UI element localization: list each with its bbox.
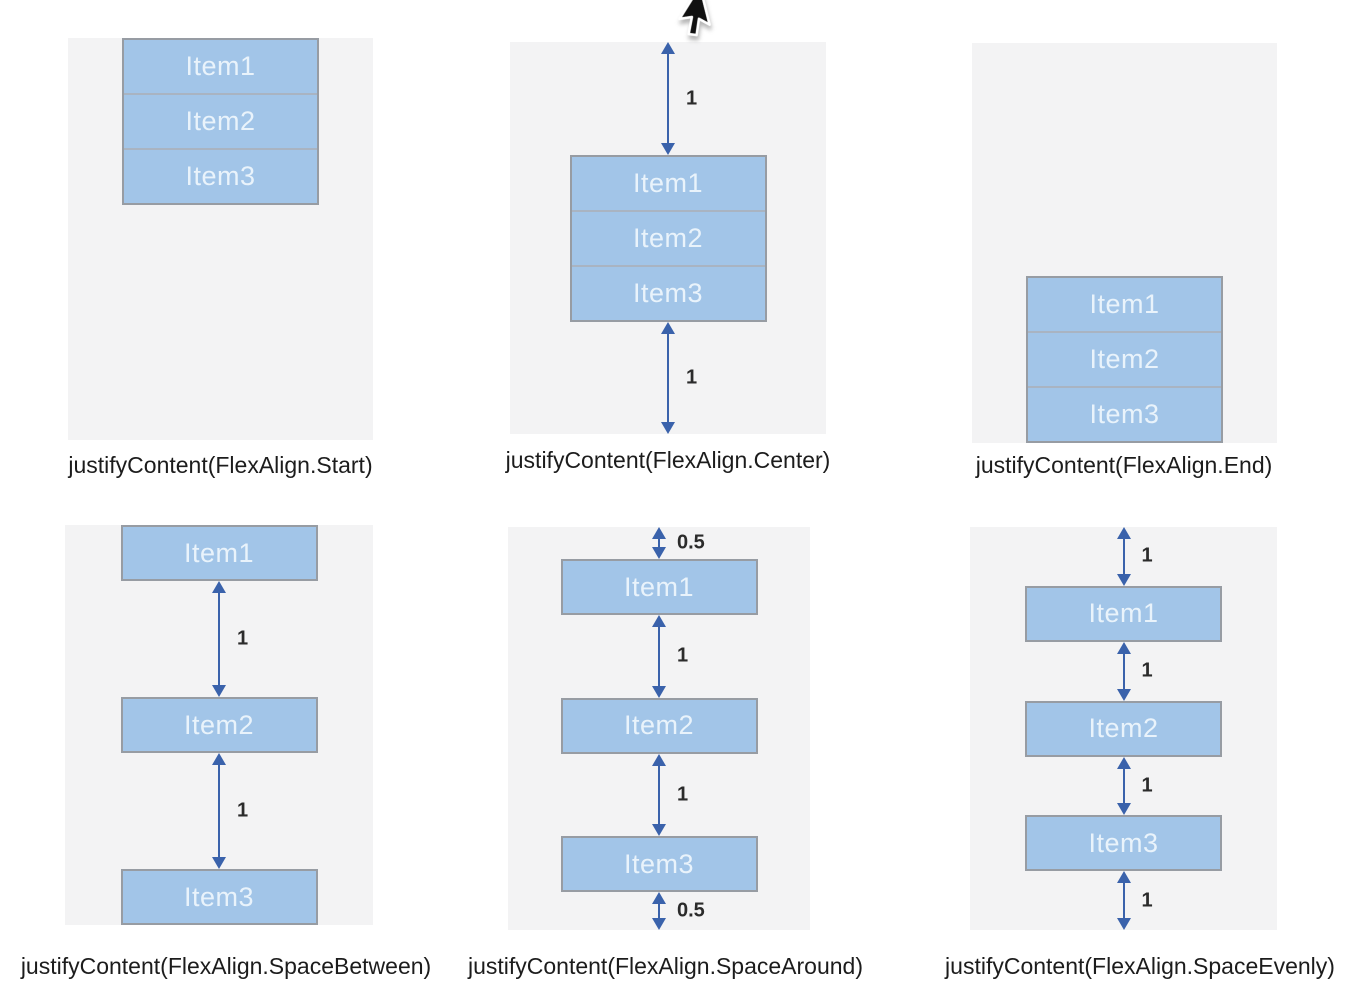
vertical-double-arrow-icon: [652, 892, 666, 930]
caption-flexalign-spaceevenly: justifyContent(FlexAlign.SpaceEvenly): [945, 953, 1335, 979]
vertical-double-arrow-icon: [1116, 871, 1131, 930]
panel-flexalign-start: Item1 Item2 Item3: [68, 38, 373, 440]
flex-item: Item1: [185, 51, 256, 81]
spacing-gap: 1: [970, 527, 1277, 586]
flex-item: Item1: [120, 525, 318, 581]
spacing-gap: 1: [510, 322, 826, 434]
flex-item: Item3: [571, 265, 765, 320]
flex-item: Item2: [1028, 331, 1221, 386]
panel-flexalign-spacearound: 0.5 Item1 1 Item2 1 Item3 0.5: [508, 527, 810, 930]
flex-item: Item3: [1025, 815, 1222, 872]
flex-item: Item3: [1028, 386, 1221, 441]
gap-value: 1: [1141, 544, 1153, 567]
flex-item: Item3: [120, 869, 318, 925]
gap-value: 1: [686, 366, 698, 389]
gap-value: 1: [1141, 889, 1153, 912]
panel-flexalign-spaceevenly: 1 Item1 1 Item2 1 Item3 1: [970, 527, 1277, 930]
gap-value: 1: [1141, 774, 1153, 797]
vertical-double-arrow-icon: [661, 322, 675, 434]
caption-flexalign-end: justifyContent(FlexAlign.End): [975, 452, 1273, 478]
spacing-gap: 1: [508, 753, 810, 836]
spacing-gap: 1: [508, 615, 810, 698]
gap-value: 1: [677, 783, 689, 806]
mouse-cursor-icon: [678, 0, 711, 37]
flex-item: Item1: [1089, 289, 1160, 319]
caption-flexalign-center: justifyContent(FlexAlign.Center): [505, 447, 831, 473]
vertical-double-arrow-icon: [212, 753, 226, 869]
spacing-gap: 1: [510, 42, 826, 155]
spacing-gap: 1: [65, 753, 373, 869]
flex-item: Item3: [124, 148, 317, 203]
vertical-double-arrow-icon: [652, 615, 666, 698]
flex-item: Item2: [560, 697, 758, 754]
vertical-double-arrow-icon: [1116, 641, 1131, 701]
flex-item: Item1: [632, 168, 704, 198]
gap-value: 1: [1141, 659, 1153, 682]
spacing-gap: 1: [970, 871, 1277, 930]
panel-flexalign-center: 1 Item1 Item2 Item3 1: [510, 42, 826, 434]
caption-flexalign-spacebetween: justifyContent(FlexAlign.SpaceBetween): [20, 953, 432, 979]
gap-value: 1: [237, 627, 249, 650]
flex-item: Item2: [1025, 700, 1222, 757]
spacing-gap: 1: [970, 756, 1277, 816]
flex-item: Item3: [560, 836, 758, 892]
caption-flexalign-start: justifyContent(FlexAlign.Start): [68, 452, 373, 478]
gap-value: 1: [677, 644, 689, 667]
flex-item-stack: Item1 Item2 Item3: [569, 155, 767, 322]
vertical-double-arrow-icon: [652, 753, 666, 836]
flex-item: Item2: [571, 210, 765, 265]
vertical-double-arrow-icon: [1116, 756, 1131, 816]
gap-value: 1: [237, 799, 249, 822]
flex-item: Item2: [124, 93, 317, 148]
spacing-gap: 0.5: [508, 892, 810, 930]
spacing-gap: 1: [65, 581, 373, 697]
flex-item: Item1: [560, 559, 758, 615]
flex-item-stack: Item1 Item2 Item3: [1026, 276, 1223, 443]
flex-item-stack: Item1 Item2 Item3: [122, 38, 319, 205]
flex-item: Item2: [120, 697, 318, 753]
gap-value: 0.5: [677, 531, 705, 554]
vertical-double-arrow-icon: [652, 527, 666, 559]
caption-flexalign-spacearound: justifyContent(FlexAlign.SpaceAround): [467, 953, 864, 979]
vertical-double-arrow-icon: [212, 581, 226, 697]
spacing-gap: 0.5: [508, 527, 810, 559]
vertical-double-arrow-icon: [661, 42, 675, 155]
flex-item: Item1: [1025, 585, 1222, 642]
panel-flexalign-end: Item1 Item2 Item3: [972, 43, 1277, 443]
gap-value: 1: [686, 87, 698, 109]
gap-value: 0.5: [677, 899, 705, 922]
vertical-double-arrow-icon: [1116, 527, 1131, 586]
panel-flexalign-spacebetween: Item1 1 Item2 1 Item3: [65, 525, 373, 925]
spacing-gap: 1: [970, 641, 1277, 701]
